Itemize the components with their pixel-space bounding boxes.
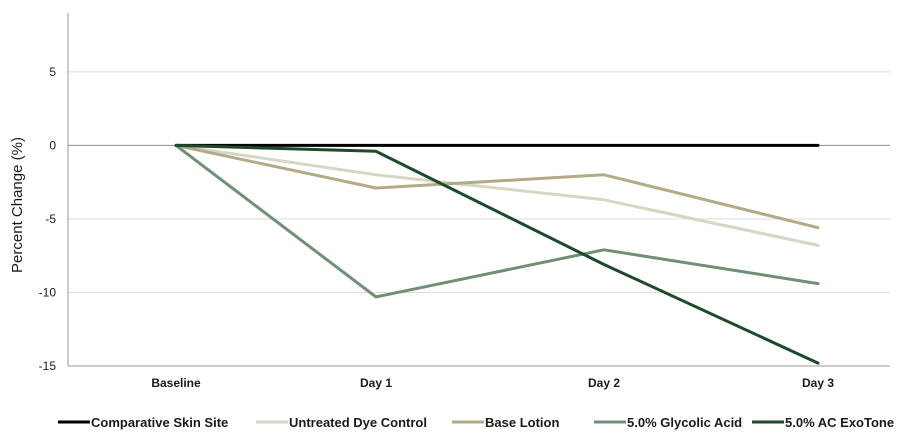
series-line-3 (174, 143, 820, 230)
y-tick-labels: 5 0 -5 -10 -15 (39, 65, 57, 373)
x-tick-label: Baseline (151, 376, 201, 390)
y-tick-label: -15 (39, 359, 57, 373)
legend: Comparative Skin Site Untreated Dye Contr… (58, 415, 894, 430)
series-lines (174, 143, 820, 365)
y-tick-label: 0 (49, 138, 56, 152)
legend-label: 5.0% AC ExoTone (785, 415, 894, 430)
legend-label: Comparative Skin Site (91, 415, 228, 430)
x-tick-label: Day 3 (802, 376, 834, 390)
x-tick-labels: Baseline Day 1 Day 2 Day 3 (151, 376, 834, 390)
legend-label: 5.0% Glycolic Acid (627, 415, 742, 430)
x-tick-label: Day 1 (360, 376, 392, 390)
x-tick-label: Day 2 (588, 376, 620, 390)
y-axis-label: Percent Change (%) (9, 137, 26, 273)
y-tick-label: -10 (39, 285, 57, 299)
series-line-5 (174, 143, 820, 365)
legend-label: Untreated Dye Control (289, 415, 427, 430)
y-tick-label: 5 (49, 65, 56, 79)
legend-label: Base Lotion (485, 415, 559, 430)
gridlines (68, 71, 890, 367)
y-tick-label: -5 (45, 212, 56, 226)
series-line-2 (174, 143, 820, 247)
series-line-4 (174, 143, 820, 299)
